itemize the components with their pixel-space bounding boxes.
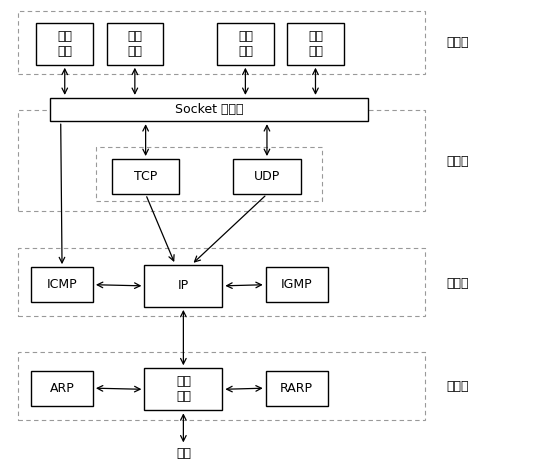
Bar [31, 370, 93, 406]
Text: UDP: UDP [254, 170, 280, 183]
Text: RARP: RARP [280, 382, 313, 394]
Bar [266, 267, 327, 302]
Bar [287, 23, 344, 65]
Text: 用户
进程: 用户 进程 [238, 30, 253, 58]
Text: TCP: TCP [134, 170, 157, 183]
Text: 用户
进程: 用户 进程 [308, 30, 323, 58]
Bar [17, 110, 425, 210]
Bar [107, 23, 163, 65]
Bar [144, 265, 222, 307]
Bar [112, 159, 179, 194]
Text: 用户
进程: 用户 进程 [127, 30, 143, 58]
Text: 硬件
接口: 硬件 接口 [176, 375, 191, 403]
Bar [50, 98, 368, 121]
Bar [17, 248, 425, 316]
Bar [36, 23, 93, 65]
Text: ICMP: ICMP [47, 278, 78, 291]
Bar [217, 23, 274, 65]
Bar [31, 267, 93, 302]
Text: 网络层: 网络层 [446, 277, 469, 290]
Text: 应用层: 应用层 [446, 36, 469, 49]
Bar [144, 368, 222, 411]
Bar [266, 370, 327, 406]
Bar [233, 159, 301, 194]
Text: 媒体: 媒体 [176, 447, 191, 460]
Bar [96, 147, 322, 201]
Bar [17, 11, 425, 74]
Text: Socket 抽象层: Socket 抽象层 [175, 103, 243, 116]
Text: 链路层: 链路层 [446, 380, 469, 394]
Text: IGMP: IGMP [281, 278, 312, 291]
Text: 运输层: 运输层 [446, 155, 469, 168]
Text: ARP: ARP [50, 382, 74, 394]
Text: IP: IP [178, 280, 189, 292]
Bar [17, 352, 425, 420]
Text: 用户
进程: 用户 进程 [57, 30, 72, 58]
